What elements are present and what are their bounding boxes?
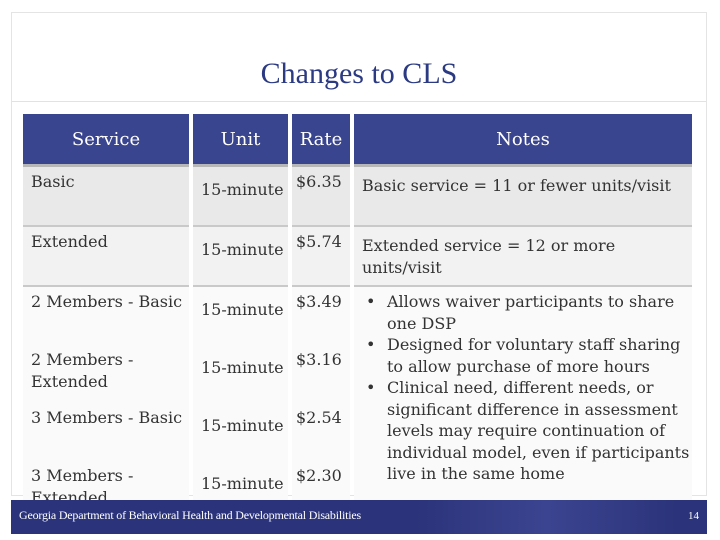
- rate-text: $5.74: [296, 232, 342, 251]
- cell-service: 2 Members - Basic: [23, 287, 189, 345]
- footer-accent: [416, 500, 676, 534]
- cell-rate: $2.54: [292, 403, 350, 461]
- bullet-glyph: •: [366, 378, 376, 397]
- cell-rate: $5.74: [292, 227, 350, 287]
- rate-text: $2.54: [296, 408, 342, 427]
- service-text: Basic: [31, 172, 75, 191]
- rate-text: $6.35: [296, 172, 342, 191]
- notes-bullet-list: • Allows waiver participants to share one…: [362, 291, 692, 485]
- notes-text: Basic service = 11 or fewer units/visit: [362, 176, 671, 195]
- unit-text: 15-minute: [201, 240, 284, 259]
- rate-text: $3.16: [296, 350, 342, 369]
- table-row: 2 Members - Extended 15-minute $3.16: [23, 345, 692, 403]
- unit-text: 15-minute: [201, 474, 284, 493]
- cell-unit: 15-minute: [193, 287, 288, 345]
- bullet-text: Clinical need, different needs, or signi…: [387, 378, 690, 483]
- cell-rate: $3.49: [292, 287, 350, 345]
- unit-text: 15-minute: [201, 180, 284, 199]
- rate-text: $3.49: [296, 292, 342, 311]
- notes-bullet-item: • Allows waiver participants to share one…: [362, 291, 692, 334]
- unit-text: 15-minute: [201, 300, 284, 319]
- cell-rate: $6.35: [292, 167, 350, 227]
- table-header-row: Service Unit Rate Notes: [23, 114, 692, 167]
- header-notes: Notes: [354, 114, 692, 167]
- cell-unit: 15-minute: [193, 227, 288, 287]
- header-service: Service: [23, 114, 189, 167]
- unit-text: 15-minute: [201, 416, 284, 435]
- cell-service: 2 Members - Extended: [23, 345, 189, 403]
- cell-unit: 15-minute: [193, 345, 288, 403]
- notes-bullet-item: • Clinical need, different needs, or sign…: [362, 377, 692, 485]
- cell-service: Extended: [23, 227, 189, 287]
- page-number: 14: [688, 510, 699, 522]
- bullet-text: Designed for voluntary staff sharing to …: [387, 335, 681, 376]
- footer-organization-text: Georgia Department of Behavioral Health …: [19, 508, 361, 522]
- cell-unit: 15-minute: [193, 167, 288, 227]
- table-row: 3 Members - Basic 15-minute $2.54: [23, 403, 692, 461]
- cell-service: 3 Members - Basic: [23, 403, 189, 461]
- rate-text: $2.30: [296, 466, 342, 485]
- footer-bar: Georgia Department of Behavioral Health …: [11, 500, 707, 534]
- table-row: 2 Members - Basic 15-minute $3.49 • Allow…: [23, 287, 692, 519]
- cell-service: Basic: [23, 167, 189, 227]
- notes-text: Extended service = 12 or more units/visi…: [362, 236, 616, 277]
- cell-notes: Basic service = 11 or fewer units/visit: [354, 167, 692, 227]
- cell-rate: $3.16: [292, 345, 350, 403]
- unit-text: 15-minute: [201, 358, 284, 377]
- table-row: Extended 15-minute $5.74 Extended servic…: [23, 227, 692, 287]
- title-band: Changes to CLS: [12, 13, 706, 102]
- table-row: Basic 15-minute $6.35 Basic service = 11…: [23, 167, 692, 227]
- service-text: Extended: [31, 232, 108, 251]
- notes-bullet-item: • Designed for voluntary staff sharing to…: [362, 334, 692, 377]
- service-text: 2 Members - Basic: [31, 292, 183, 311]
- header-unit: Unit: [193, 114, 288, 167]
- header-rate: Rate: [292, 114, 350, 167]
- cls-rates-table: Service Unit Rate Notes Basic 15-minute …: [19, 114, 696, 519]
- bullet-text: Allows waiver participants to share one …: [387, 292, 675, 333]
- service-text: 3 Members - Basic: [31, 408, 183, 427]
- service-text: 2 Members - Extended: [31, 350, 134, 391]
- slide-title: Changes to CLS: [260, 57, 458, 90]
- bullet-glyph: •: [366, 335, 376, 354]
- cell-unit: 15-minute: [193, 403, 288, 461]
- cell-notes-merged: • Allows waiver participants to share one…: [354, 287, 692, 519]
- cell-notes: Extended service = 12 or more units/visi…: [354, 227, 692, 287]
- bullet-glyph: •: [366, 292, 376, 311]
